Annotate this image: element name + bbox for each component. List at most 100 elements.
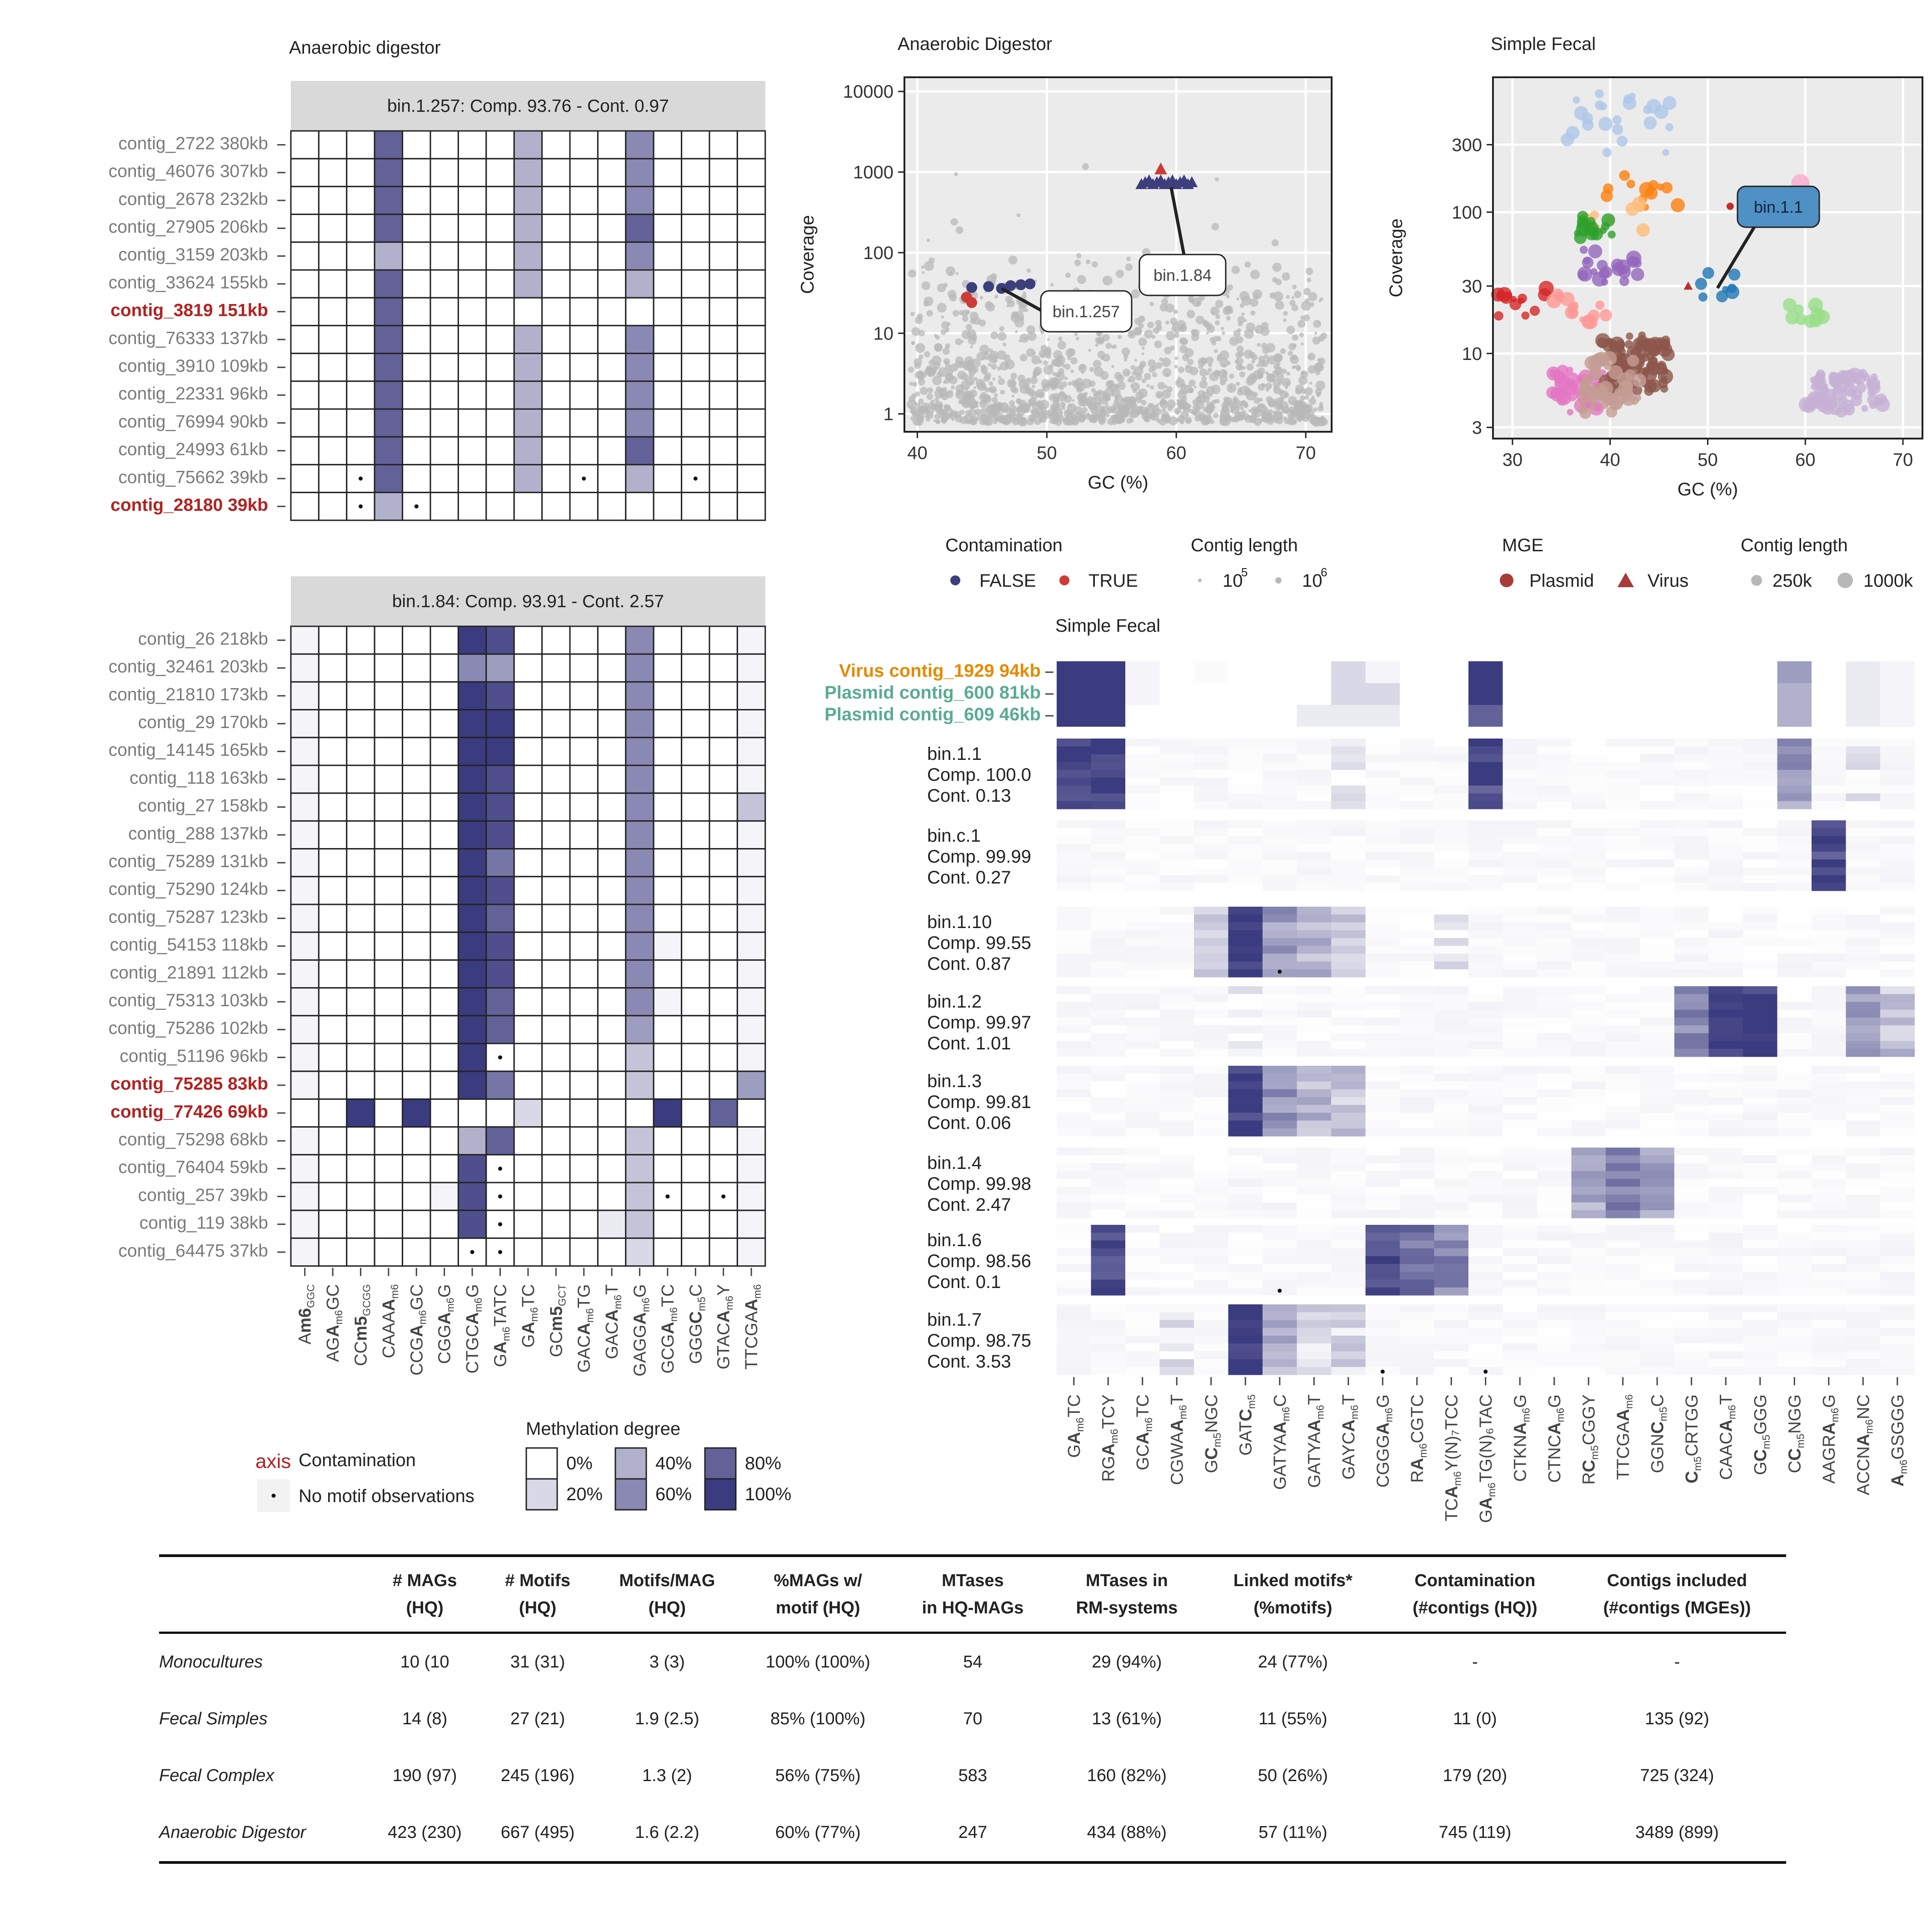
- heat-cell: [1571, 851, 1606, 860]
- bin-contamination: Cont. 0.1: [927, 1272, 1001, 1292]
- heat-cell: [1777, 1041, 1812, 1049]
- heat-cell: [1880, 1009, 1915, 1018]
- heat-cell: [1674, 994, 1709, 1002]
- heat-cell: [1674, 875, 1709, 884]
- heat-cell: [1708, 1002, 1743, 1010]
- heat-cell: [709, 1098, 738, 1128]
- heat-cell: [1365, 836, 1400, 844]
- contig-point: [1867, 381, 1881, 395]
- heat-cell: [736, 848, 766, 878]
- heat-cell: [1503, 938, 1538, 946]
- heat-cell: [1640, 1287, 1675, 1296]
- heat-cell: [1880, 1178, 1915, 1187]
- heat-cell: [1091, 859, 1126, 868]
- heat-cell: [1571, 1367, 1606, 1375]
- heat-cell: [1880, 1128, 1915, 1137]
- contig-point: [1236, 382, 1240, 386]
- contig-point: [1123, 358, 1127, 362]
- contig-point: [1055, 355, 1065, 365]
- contig-point: [1092, 261, 1098, 268]
- heat-cell: [625, 1154, 654, 1183]
- heat-cell: [1880, 778, 1915, 786]
- bin-1-257-point: [1005, 280, 1016, 291]
- heat-cell: [457, 158, 487, 187]
- heat-cell: [1537, 1171, 1572, 1179]
- heat-cell: [1812, 1120, 1846, 1129]
- heat-cell: [513, 158, 543, 187]
- heat-cell: [1880, 1279, 1915, 1288]
- contig-point: [1198, 395, 1202, 399]
- contig-point: [1143, 408, 1151, 415]
- heat-cell: [1640, 1033, 1675, 1042]
- summary-table-body: Monocultures 10 (10 31 (31) 3 (3) 100% (100%…: [159, 1633, 1786, 1862]
- heat-cell: [625, 241, 654, 271]
- heat-cell: [653, 297, 683, 326]
- heat-cell: [1640, 946, 1675, 954]
- heat-cell: [1674, 793, 1709, 802]
- heat-cell: [1057, 1097, 1091, 1105]
- contig-point: [983, 353, 990, 360]
- motif-label: GCGAm6TC: [659, 1284, 679, 1374]
- contig-point: [919, 354, 924, 359]
- contig-point: [1553, 371, 1567, 384]
- heat-cell: [709, 324, 738, 354]
- heat-cell: [1091, 1343, 1126, 1352]
- heat-cell: [1812, 907, 1846, 915]
- heat-cell: [1503, 1120, 1538, 1129]
- heat-cell: [653, 1154, 683, 1183]
- heat-cell: [1503, 875, 1538, 884]
- contig-point: [971, 404, 976, 409]
- heat-cell: [1057, 914, 1091, 923]
- heat-cell: [1091, 969, 1126, 978]
- heat-cell: [1674, 1202, 1709, 1211]
- heat-cell: [1503, 954, 1538, 962]
- heat-cell: [429, 324, 459, 354]
- no-observation-dot: [359, 504, 363, 509]
- heat-cell: [1537, 1128, 1572, 1137]
- contig-point: [1286, 325, 1295, 334]
- heat-cell: [1777, 1113, 1812, 1121]
- heat-cell: [597, 625, 627, 655]
- heat-cell: [1846, 1194, 1881, 1203]
- heat-cell: [1708, 778, 1743, 786]
- motif-label: RCm5CGGY: [1579, 1394, 1600, 1485]
- heat-cell: [1777, 961, 1812, 970]
- y-tick-label: 30: [1462, 276, 1483, 296]
- heat-cell: [1159, 1120, 1194, 1129]
- heat-cell: [1503, 1048, 1538, 1057]
- heat-cell: [1091, 1248, 1126, 1257]
- contig-point: [1141, 316, 1144, 320]
- heat-cell: [1846, 1304, 1881, 1313]
- heat-cell: [1400, 938, 1434, 946]
- contig-point: [909, 381, 914, 386]
- heat-cell: [290, 492, 320, 521]
- contig-point: [1211, 311, 1215, 315]
- contig-point: [927, 387, 934, 394]
- heat-cell: [1434, 1194, 1469, 1203]
- heat-cell: [625, 792, 654, 822]
- contig-point: [1182, 396, 1188, 402]
- heat-cell: [1880, 1248, 1915, 1257]
- contig-point: [1637, 344, 1651, 358]
- heat-cell: [1228, 1113, 1263, 1121]
- heat-cell: [1812, 785, 1846, 794]
- heat-cell: [1743, 1264, 1777, 1272]
- heat-cell: [429, 158, 459, 187]
- heat-cell: [681, 324, 710, 354]
- heat-cell: [457, 931, 487, 961]
- heat-cell: [1331, 930, 1366, 939]
- heat-cell: [653, 625, 683, 655]
- y-tick-label: 1000: [853, 163, 894, 183]
- y-tick-label: 300: [1452, 135, 1482, 155]
- heat-cell: [1708, 1256, 1743, 1264]
- heat-cell: [1297, 746, 1332, 754]
- contig-point: [1716, 290, 1728, 303]
- heat-cell: [1125, 1048, 1160, 1057]
- heat-cell: [1880, 859, 1915, 868]
- contig-point: [1063, 395, 1072, 403]
- heat-cell: [1674, 859, 1709, 868]
- heat-cell: [1434, 1113, 1469, 1121]
- contig-point: [1054, 404, 1059, 410]
- heat-cell: [1434, 836, 1469, 844]
- contig-point: [1229, 373, 1234, 379]
